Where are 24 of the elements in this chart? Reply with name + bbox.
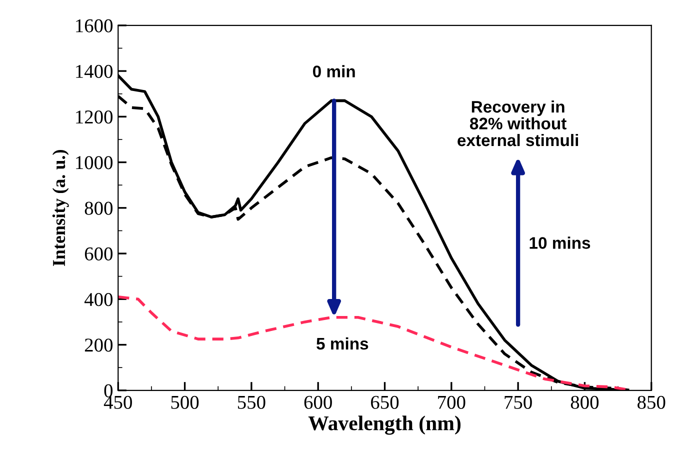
- y-tick-label: 800: [84, 202, 113, 215]
- y-tick-label: 400: [84, 292, 113, 306]
- x-axis-title: Wavelength (nm): [308, 416, 461, 435]
- y-tick-label: 1000: [76, 156, 113, 170]
- annotation: 0 min: [312, 65, 355, 78]
- x-tick-label: 800: [570, 396, 599, 409]
- annotation: 10 mins: [530, 236, 590, 249]
- x-tick-label: 750: [504, 396, 532, 409]
- annotation: 5 mins: [316, 337, 368, 350]
- x-tick-label: 700: [438, 396, 466, 409]
- y-axis-title: Intensity (a. u.): [52, 150, 69, 266]
- x-tick-label: 600: [304, 396, 332, 409]
- x-tick-label: 500: [171, 396, 199, 409]
- x-tick-label: 550: [238, 396, 266, 409]
- x-tick-label: 450: [104, 396, 132, 409]
- y-tick-label: 1200: [76, 110, 113, 124]
- x-tick-label: 650: [371, 396, 399, 409]
- y-tick-label: 1600: [76, 19, 113, 32]
- y-tick-label: 200: [84, 338, 113, 352]
- y-tick-label: 1400: [76, 64, 113, 78]
- y-tick-label: 0: [104, 384, 113, 398]
- x-tick-label: 850: [638, 396, 666, 409]
- annotation: Recovery in 82% without external stimuli: [458, 100, 578, 146]
- y-tick-label: 600: [84, 247, 113, 260]
